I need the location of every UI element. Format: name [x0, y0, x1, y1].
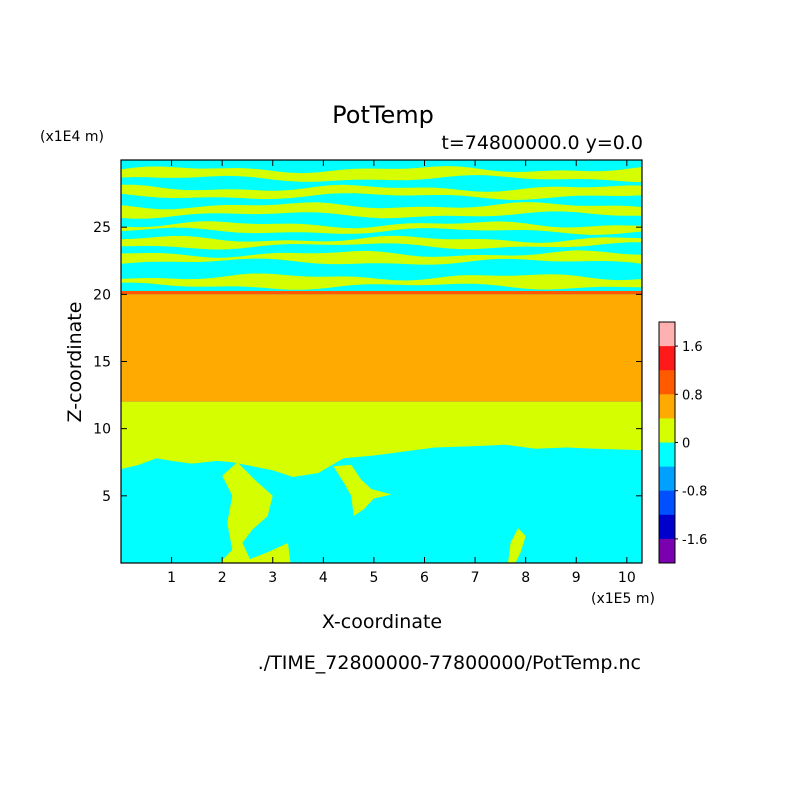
x-tick-label: 7 [471, 570, 480, 586]
colorbar-segment [659, 490, 675, 516]
x-tick-label: 4 [319, 570, 328, 586]
region-thin-red-orange-layer [121, 290, 642, 295]
x-tick-label: 5 [369, 570, 378, 586]
colorbar-segment [659, 514, 675, 540]
colorbar: 1.6 0.8 0 -0.8 -1.6 [658, 321, 707, 564]
region-yellow-band [121, 166, 642, 183]
x-axis: 1 2 3 4 5 6 7 8 9 10 [167, 160, 636, 586]
x-tick-label: 8 [521, 570, 530, 586]
y-tick-label: 25 [93, 220, 111, 236]
y-tick-label: 20 [93, 287, 111, 303]
region-yellow-band [121, 202, 642, 219]
x-tick-label: 1 [167, 570, 176, 586]
region-yellow-band [121, 221, 642, 235]
colorbar-label: 0.8 [682, 388, 703, 403]
colorbar-label: 1.6 [682, 340, 703, 355]
file-path-label: ./TIME_72800000-77800000/PotTemp.nc [258, 652, 641, 674]
region-yellow-band [121, 235, 642, 250]
x-tick-label: 10 [618, 570, 636, 586]
region-intrusion-x2-3 [219, 462, 291, 563]
colorbar-label: -1.6 [682, 533, 707, 548]
y-unit-label: (x1E4 m) [40, 129, 104, 145]
colorbar-segment [659, 394, 675, 419]
region-lower-cyan-layer [121, 444, 642, 563]
x-tick-label: 2 [218, 570, 227, 586]
x-tick-label: 9 [572, 570, 581, 586]
chart-title: PotTemp [332, 101, 434, 129]
x-unit-label: (x1E5 m) [591, 591, 655, 607]
colorbar-label: 0 [682, 437, 690, 452]
colorbar-segment [659, 370, 675, 395]
y-axis-label: Z-coordinate [64, 302, 86, 423]
x-tick-label: 3 [268, 570, 277, 586]
colorbar-label: -0.8 [682, 485, 707, 500]
colorbar-segment [659, 346, 675, 371]
colorbar-segment [659, 322, 675, 347]
region-yellow-band [121, 273, 642, 290]
plot-area [120, 159, 643, 564]
region-yellow-band [121, 184, 642, 200]
x-axis-label: X-coordinate [322, 611, 442, 633]
y-tick-label: 5 [102, 489, 111, 505]
colorbar-segment [659, 466, 675, 491]
chart-subtitle: t=74800000.0 y=0.0 [441, 132, 643, 154]
colorbar-segment [659, 418, 675, 443]
colorbar-segment [659, 538, 675, 564]
region-intrusion-x7-8 [508, 528, 526, 563]
y-axis: 5 10 15 20 25 [93, 220, 642, 505]
y-tick-label: 15 [93, 355, 111, 371]
region-orange-layer [121, 294, 642, 402]
colorbar-segment [659, 442, 675, 467]
y-tick-label: 10 [93, 422, 111, 438]
region-yellow-band [121, 250, 642, 265]
region-intrusion-x4-5 [333, 464, 392, 516]
x-tick-label: 6 [420, 570, 429, 586]
